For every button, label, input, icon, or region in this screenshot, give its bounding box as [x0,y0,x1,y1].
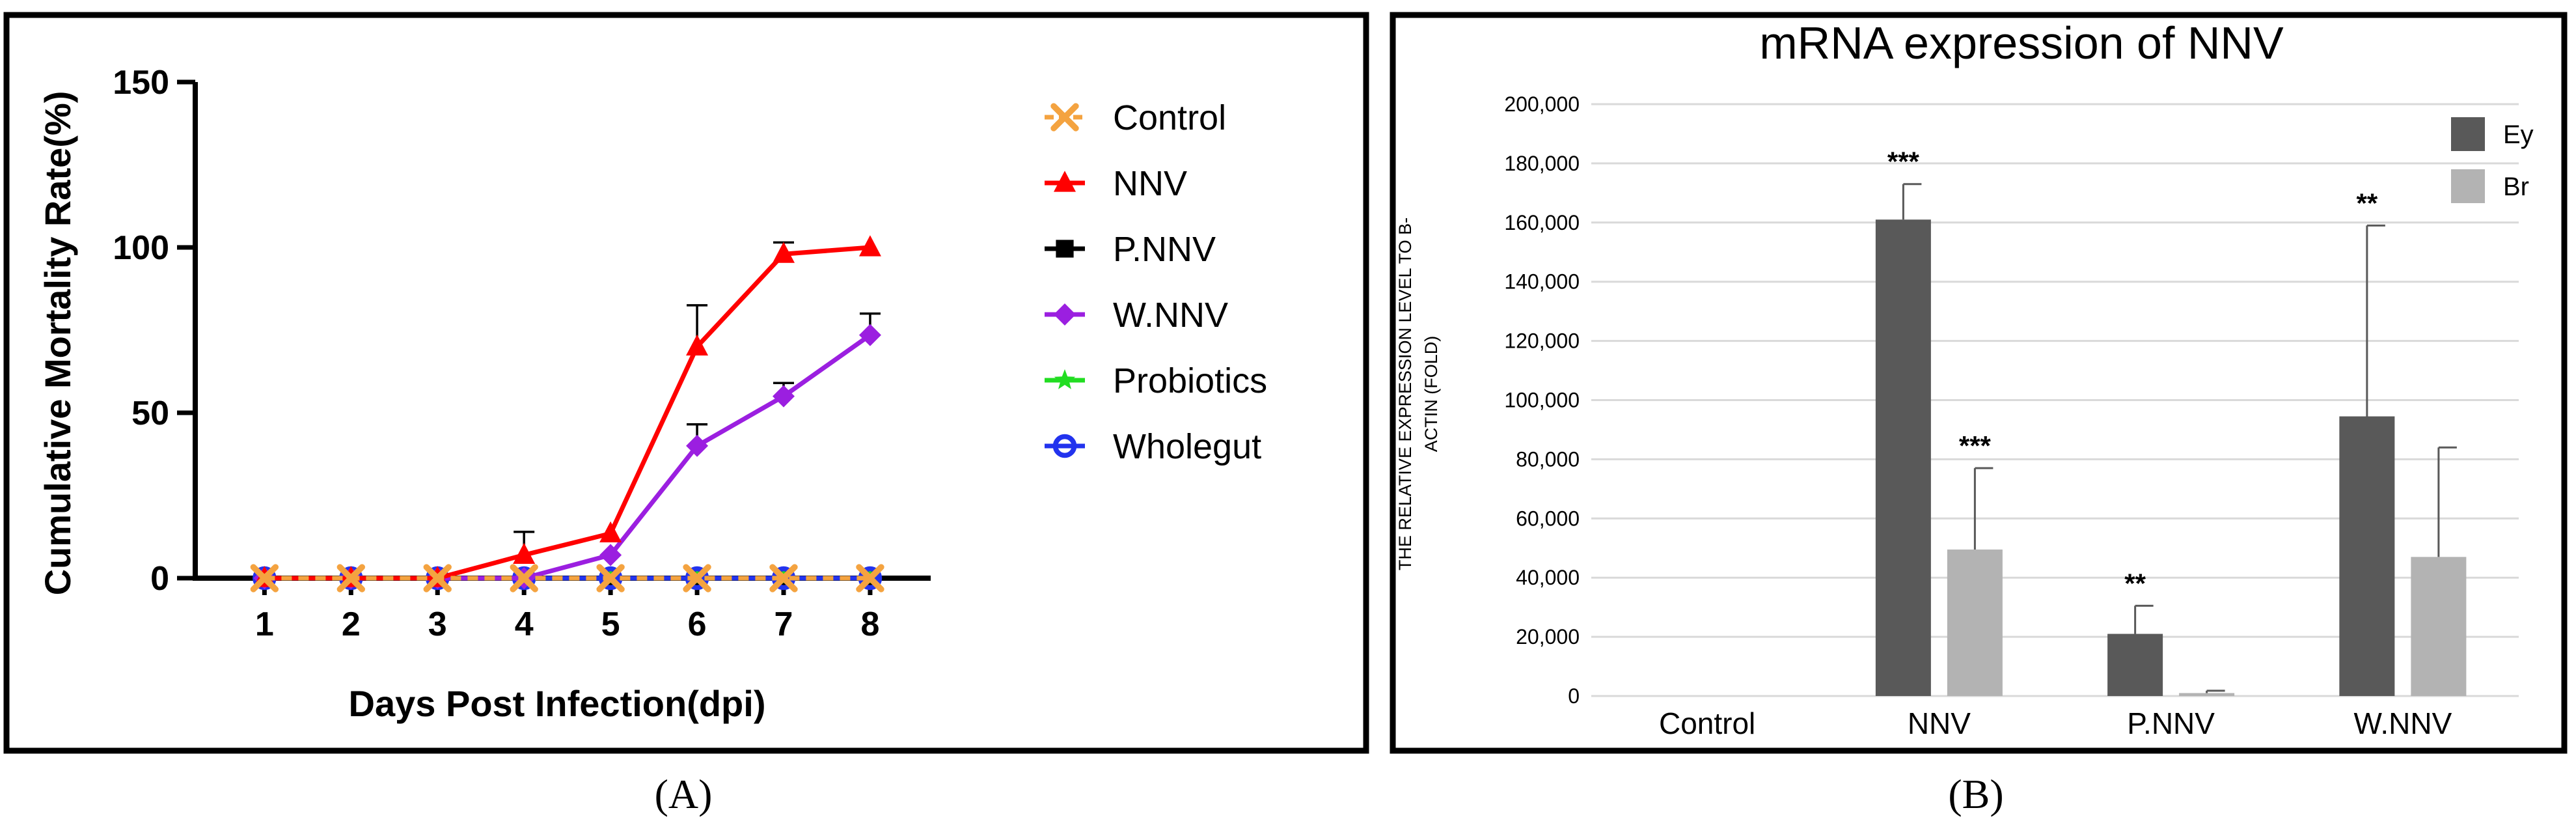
legend-marker [1054,171,1076,192]
point-control [510,564,538,592]
x-axis-title: Days Post Infection(dpi) [349,683,766,724]
legend-marker [1054,369,1076,389]
y-tick-label: 50 [131,395,169,432]
panel-a-line-chart: (A) Cumulative Mortality Rate(%) Days Po… [3,12,1369,817]
legend-entry-nnv: NNV [1045,164,1187,203]
bar-group-br-w-nnv [2411,446,2467,696]
legend-label: Control [1113,98,1226,137]
x-tick-label: 7 [774,606,793,643]
point-w-nnv [686,434,709,457]
legend-marker [1054,303,1076,326]
legend-entry-control: Control [1045,98,1226,137]
legend-entry-w-nnv: W.NNV [1045,296,1228,335]
significance-label: ** [2124,568,2146,598]
bar-ey [1875,219,1931,696]
point-nnv [773,242,795,263]
legend-label: P.NNV [1113,230,1216,269]
line-nnv [264,245,871,581]
point-nnv [686,334,709,355]
point-control [596,564,625,592]
bar-ey [2107,634,2163,696]
bar-ey [2339,416,2395,696]
significance-label: *** [1959,430,1992,461]
significance-label: ** [2357,188,2378,218]
x-tick-label: 3 [428,606,447,643]
y-tick-label: 150 [113,64,169,102]
y-axis-title: Cumulative Mortality Rate(%) [37,91,78,596]
legend-entry-ey: Ey [2451,117,2534,151]
panel-a-frame [3,12,1369,754]
legend-entry-wholegut: Wholegut [1045,427,1261,466]
panel-a-label: (A) [655,771,713,817]
legend-entry-br: Br [2451,169,2529,203]
legend-marker [1050,103,1079,132]
x-tick-label: 6 [688,606,707,643]
bar-br [2179,693,2235,696]
point-control [423,564,452,592]
point-control [250,564,279,592]
point-w-nnv [858,324,881,346]
point-control [683,564,711,592]
x-tick-label: 5 [601,606,620,643]
chart-title: mRNA expression of NNV [1759,18,2284,68]
y-axis-title-line-2: ACTIN (FOLD) [1421,336,1441,453]
x-tick-label: NNV [1908,706,1971,740]
x-tick-label: 8 [860,606,879,643]
legend-swatch [2451,169,2485,203]
legend-label: Probiotics [1113,361,1267,400]
point-w-nnv [599,544,622,566]
bar-br [1947,550,2003,696]
legend-label: Ey [2503,120,2534,149]
y-tick-label: 100,000 [1504,389,1580,412]
bar-group-ey-nnv: *** [1875,146,1931,696]
bar-group-ey-p-nnv: ** [2107,568,2163,696]
y-tick-label: 0 [1568,684,1580,708]
y-tick-label: 140,000 [1504,270,1580,294]
y-tick-label: 80,000 [1516,447,1580,471]
x-tick-label: Control [1659,706,1755,740]
point-nnv [858,235,881,257]
point-control [856,564,884,592]
point-w-nnv [773,385,795,408]
legend-marker [1056,240,1074,258]
y-tick-label: 120,000 [1504,329,1580,353]
legend-swatch [2451,117,2485,151]
y-tick-label: 60,000 [1516,507,1580,530]
panel-b-label: (B) [1948,771,2003,817]
point-nnv [599,521,622,543]
bar-group-br-p-nnv [2179,690,2235,696]
legend-label: Wholegut [1113,427,1261,466]
y-tick-label: 20,000 [1516,625,1580,648]
x-tick-label: 1 [255,606,274,643]
x-tick-label: W.NNV [2353,706,2452,740]
legend-entry-p-nnv: P.NNV [1045,230,1216,269]
bar-group-ey-w-nnv: ** [2339,188,2395,696]
legend-entry-probiotics: Probiotics [1045,361,1267,400]
x-tick-label: 2 [342,606,361,643]
y-tick-label: 160,000 [1504,211,1580,234]
y-tick-label: 180,000 [1504,152,1580,175]
legend-label: NNV [1113,164,1187,203]
panel-b-bar-chart: (B) mRNA expression of NNV THE RELATIVE … [1390,12,2568,817]
y-tick-label: 40,000 [1516,566,1580,589]
point-control [769,564,798,592]
y-tick-label: 200,000 [1504,92,1580,116]
x-tick-label: P.NNV [2127,706,2215,740]
point-nnv [513,542,536,564]
significance-label: *** [1887,146,1920,177]
y-axis-title-line-1: THE RELATIVE EXPRESSION LEVEL TO B- [1395,217,1415,570]
y-tick-label: 100 [113,229,169,267]
legend-label: Br [2503,173,2529,201]
legend-label: W.NNV [1113,296,1228,335]
series-control [250,564,884,592]
bar-group-br-nnv: *** [1947,430,2003,696]
bar-br [2411,557,2467,696]
point-control [336,564,365,592]
y-tick-label: 0 [150,560,169,598]
x-tick-label: 4 [515,606,534,643]
